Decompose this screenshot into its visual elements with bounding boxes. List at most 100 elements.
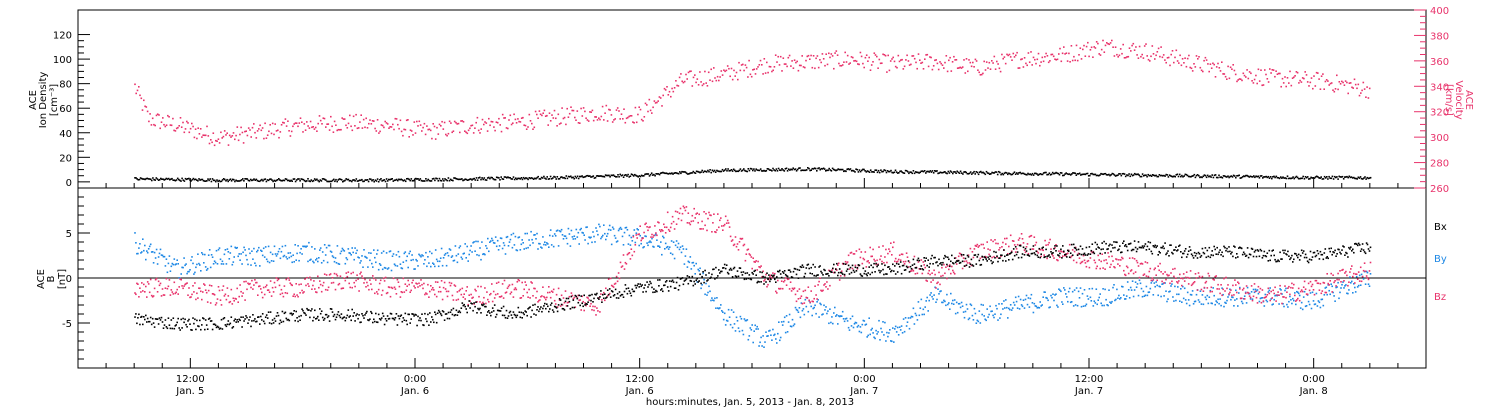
density-point [980, 170, 982, 173]
by-point [673, 257, 676, 260]
bx-point [169, 327, 172, 330]
density-point [1262, 177, 1264, 179]
bz-point [1306, 293, 1309, 296]
bz-point [481, 302, 483, 305]
bz-point [1045, 244, 1047, 246]
density-point [966, 172, 969, 175]
velocity-point [1205, 59, 1208, 61]
velocity-point [700, 81, 702, 83]
by-point [689, 256, 692, 258]
bz-point [1182, 277, 1184, 280]
bz-point [856, 268, 859, 270]
velocity-point [1052, 55, 1055, 58]
bz-point [1348, 281, 1350, 283]
bz-point [178, 286, 180, 288]
velocity-point [718, 79, 720, 82]
by-point [457, 253, 460, 255]
density-point [548, 178, 551, 180]
velocity-point [537, 117, 539, 119]
velocity-point [1333, 90, 1336, 93]
by-point [633, 229, 636, 231]
density-point [774, 169, 777, 172]
by-point [979, 322, 982, 324]
velocity-point [234, 138, 236, 141]
by-point [1207, 302, 1210, 305]
bz-point [1037, 252, 1040, 254]
density-point [255, 178, 258, 181]
by-point [837, 323, 839, 325]
density-point [174, 179, 177, 182]
by-point [773, 334, 775, 337]
velocity-point [1288, 82, 1290, 84]
bz-point [1147, 275, 1150, 278]
by-point [707, 291, 709, 294]
bz-point [849, 252, 852, 254]
bz-point [449, 284, 452, 287]
by-point [239, 259, 241, 261]
density-point [184, 177, 187, 180]
velocity-point [939, 61, 941, 63]
by-point [642, 246, 644, 249]
velocity-point [210, 139, 212, 141]
velocity-point [1042, 60, 1045, 63]
velocity-point [1074, 59, 1076, 62]
bz-point [1352, 275, 1354, 278]
bz-point [1226, 287, 1228, 290]
bz-point [299, 292, 301, 294]
density-point [579, 175, 581, 178]
density-point [1328, 175, 1330, 178]
bx-point [139, 323, 141, 326]
by-point [1350, 282, 1352, 284]
bz-point [977, 246, 980, 248]
bz-point [952, 271, 955, 274]
velocity-point [963, 59, 965, 61]
by-point [1188, 304, 1191, 307]
density-point [885, 171, 888, 174]
velocity-point [874, 54, 877, 56]
density-point [1256, 175, 1258, 178]
bx-point [223, 317, 226, 319]
density-point [156, 178, 159, 180]
by-point [1273, 298, 1275, 301]
bz-point [900, 253, 903, 255]
bx-point [281, 310, 284, 313]
velocity-point [499, 124, 501, 126]
density-point [157, 179, 160, 181]
density-point [789, 169, 791, 171]
density-point [855, 168, 857, 170]
density-point [894, 169, 897, 172]
density-point [544, 177, 546, 180]
density-point [561, 176, 563, 178]
by-point [1048, 306, 1050, 309]
velocity-point [368, 122, 370, 125]
bz-point [566, 301, 569, 304]
velocity-point [505, 127, 508, 129]
velocity-point [465, 131, 467, 134]
velocity-point [610, 114, 613, 116]
bz-point [529, 297, 531, 299]
velocity-point [1034, 58, 1036, 61]
by-point [566, 242, 569, 245]
by-point [1157, 294, 1159, 297]
bz-point [441, 298, 444, 301]
density-point [580, 175, 582, 178]
density-point [755, 168, 757, 170]
by-point [675, 240, 678, 242]
velocity-point [915, 61, 917, 64]
density-point [868, 171, 871, 173]
bz-point [635, 234, 638, 236]
bz-point [348, 282, 350, 285]
by-point [153, 251, 156, 254]
by-point [318, 257, 320, 259]
by-point [204, 253, 206, 256]
velocity-point [196, 137, 198, 140]
by-point [529, 244, 531, 247]
velocity-point [260, 129, 263, 132]
by-point [1258, 300, 1261, 303]
bx-point [148, 320, 151, 323]
density-point [659, 172, 662, 174]
bz-point [1237, 281, 1239, 283]
by-point [477, 240, 479, 243]
by-point [927, 310, 929, 312]
velocity-point [1084, 55, 1087, 57]
